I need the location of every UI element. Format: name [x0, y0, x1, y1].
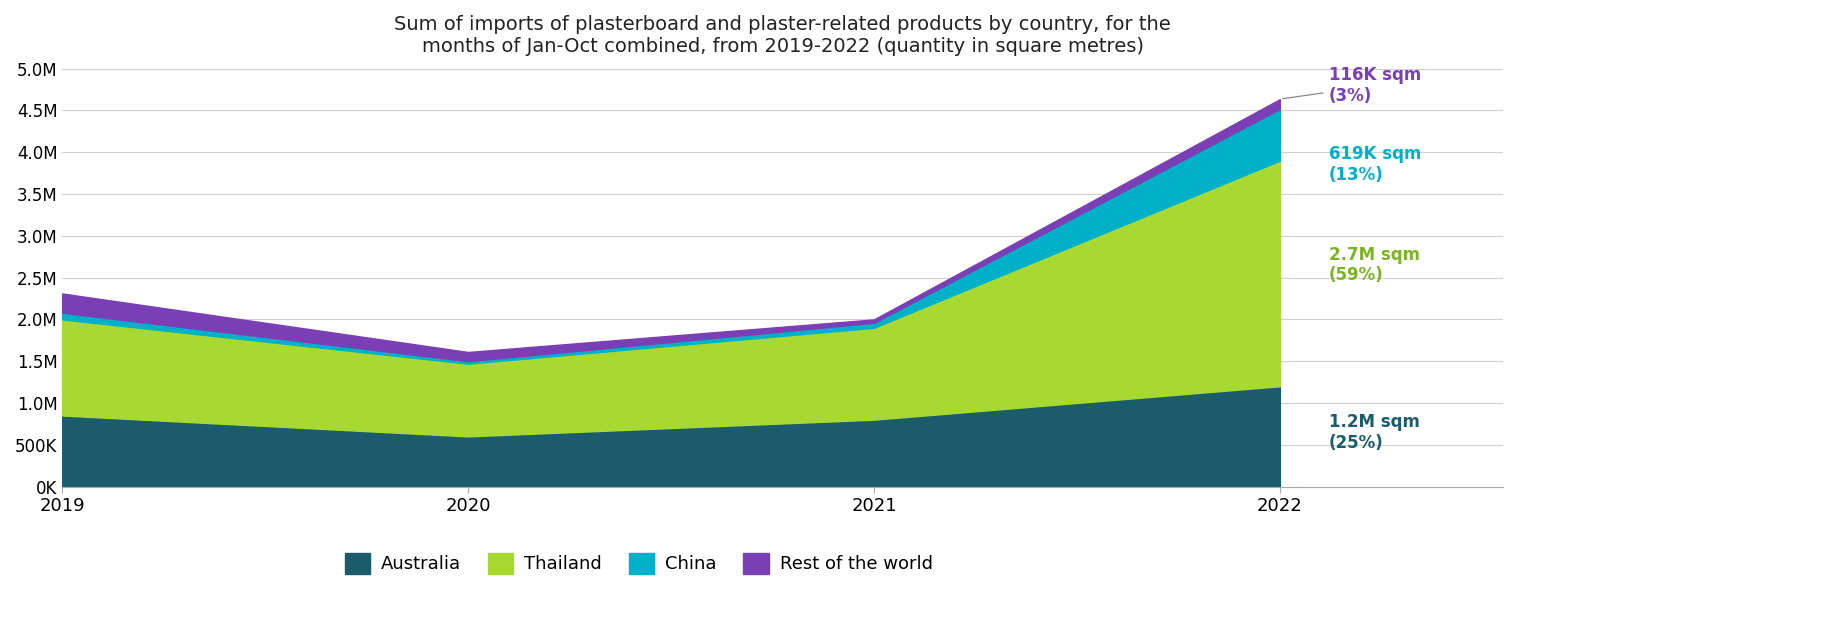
Text: 619K sqm
(13%): 619K sqm (13%): [1328, 146, 1421, 184]
Text: 1.2M sqm
(25%): 1.2M sqm (25%): [1328, 413, 1419, 451]
Text: 2.7M sqm
(59%): 2.7M sqm (59%): [1328, 245, 1419, 285]
Legend: Australia, Thailand, China, Rest of the world: Australia, Thailand, China, Rest of the …: [337, 545, 940, 581]
Title: Sum of imports of plasterboard and plaster-related products by country, for the
: Sum of imports of plasterboard and plast…: [395, 15, 1171, 56]
Text: 116K sqm
(3%): 116K sqm (3%): [1282, 66, 1421, 105]
